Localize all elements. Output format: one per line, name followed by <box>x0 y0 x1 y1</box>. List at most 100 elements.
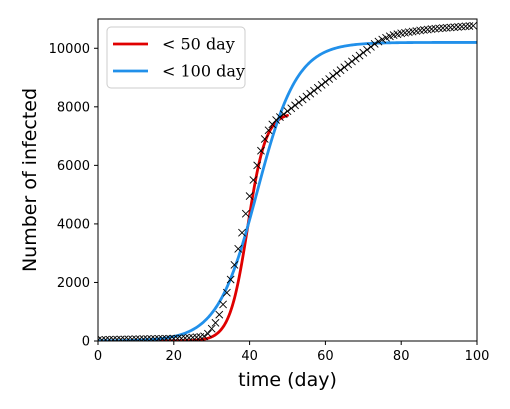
data-point <box>461 22 470 31</box>
data-point <box>321 78 330 86</box>
data-point <box>120 335 129 341</box>
data-point <box>366 42 375 51</box>
data-point <box>158 334 167 341</box>
data-point <box>457 22 466 31</box>
data-point <box>359 48 368 57</box>
x-axis-label: time (day) <box>238 369 337 391</box>
y-tick-label: 10000 <box>49 42 90 57</box>
data-point <box>188 333 197 341</box>
data-point <box>348 57 356 66</box>
data-point <box>135 335 144 341</box>
y-axis-label: Number of infected <box>19 88 41 272</box>
data-point <box>124 335 133 341</box>
data-point <box>98 336 106 341</box>
x-tick-label: 100 <box>465 349 490 364</box>
data-point <box>313 83 322 92</box>
y-tick-label: 6000 <box>57 159 90 174</box>
data-point <box>469 21 477 30</box>
data-point <box>279 110 288 119</box>
data-point <box>363 45 372 54</box>
data-point <box>378 35 387 44</box>
data-point <box>344 60 353 69</box>
legend-label-1: < 50 day <box>162 35 235 54</box>
x-axis: 0 20 40 60 80 100 <box>94 341 490 364</box>
data-point <box>264 126 273 135</box>
data-point <box>438 24 447 32</box>
legend-label-2: < 100 day <box>162 62 245 81</box>
data-point <box>310 86 318 95</box>
data-point <box>260 135 269 143</box>
data-point <box>150 334 159 341</box>
data-point <box>329 72 337 81</box>
data-point <box>302 92 311 101</box>
data-point <box>272 116 281 124</box>
data-point <box>200 332 209 341</box>
data-point <box>181 334 190 341</box>
data-point <box>109 335 118 341</box>
x-tick-label: 0 <box>94 349 102 364</box>
data-point <box>374 37 383 46</box>
data-point <box>249 176 258 184</box>
data-point <box>211 318 220 327</box>
y-tick-label: 0 <box>82 335 90 350</box>
data-point <box>166 334 174 341</box>
data-point <box>450 23 459 32</box>
data-point <box>98 336 102 341</box>
data-point <box>257 146 265 155</box>
plot-area <box>97 18 478 342</box>
legend-box <box>106 26 246 89</box>
data-point <box>203 329 212 338</box>
data-point <box>238 228 246 237</box>
data-point <box>113 335 121 341</box>
plot-frame <box>97 18 478 342</box>
data-point <box>192 333 201 341</box>
data-point <box>370 39 379 48</box>
data-point <box>215 310 224 319</box>
data-point <box>454 22 462 31</box>
data-point <box>226 275 235 284</box>
data-point <box>351 54 360 63</box>
data-point <box>101 335 110 341</box>
data-point <box>154 334 163 341</box>
data-point <box>336 66 345 75</box>
data-point <box>355 51 364 60</box>
data-point <box>287 104 296 113</box>
y-tick-label: 8000 <box>57 100 90 115</box>
data-point <box>222 288 231 297</box>
data-point <box>446 23 455 32</box>
data-point <box>207 324 216 333</box>
data-point <box>294 98 303 107</box>
data-point <box>253 161 262 170</box>
data-point <box>306 89 315 98</box>
x-tick-label: 40 <box>241 349 258 364</box>
legend: < 50 day < 100 day <box>106 26 246 89</box>
data-point <box>131 335 140 341</box>
data-point <box>340 63 349 72</box>
y-tick-label: 4000 <box>57 217 90 232</box>
data-point <box>442 23 451 32</box>
data-point <box>139 335 148 341</box>
data-point <box>325 75 334 83</box>
data-point <box>234 244 243 253</box>
data-point <box>465 22 474 30</box>
data-point <box>431 24 440 33</box>
data-point <box>245 192 254 201</box>
data-point <box>143 335 152 341</box>
data-point <box>317 80 326 89</box>
data-point <box>230 260 239 269</box>
x-tick-label: 60 <box>317 349 334 364</box>
data-point <box>276 113 284 121</box>
data-point <box>435 24 444 33</box>
data-point <box>291 101 299 110</box>
data-point <box>283 107 292 116</box>
data-point <box>147 335 155 341</box>
y-tick-label: 2000 <box>57 276 90 291</box>
observed-markers <box>98 21 477 341</box>
x-tick-label: 20 <box>166 349 183 364</box>
x-tick-label: 80 <box>393 349 410 364</box>
data-point <box>128 335 137 341</box>
series-line-2 <box>98 41 477 341</box>
data-point <box>105 335 114 341</box>
data-point <box>185 333 193 341</box>
